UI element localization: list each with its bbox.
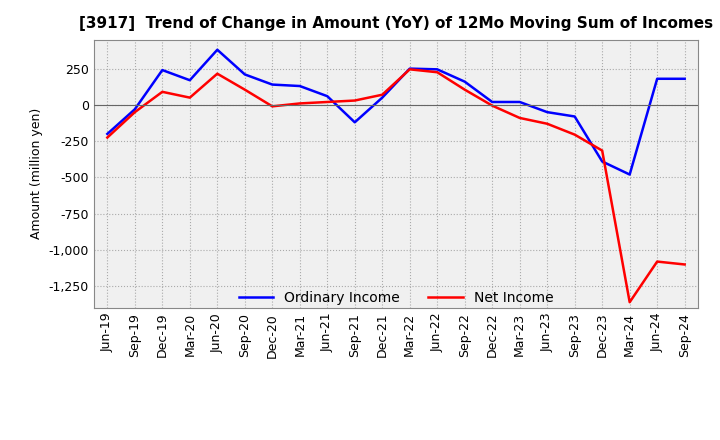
Net Income	[460, 87, 469, 92]
Net Income	[653, 259, 662, 264]
Ordinary Income	[268, 82, 276, 87]
Ordinary Income	[186, 77, 194, 83]
Ordinary Income	[543, 110, 552, 115]
Ordinary Income	[130, 106, 139, 112]
Net Income	[240, 87, 249, 92]
Net Income	[268, 104, 276, 109]
Net Income	[378, 92, 387, 97]
Ordinary Income	[378, 95, 387, 100]
Ordinary Income	[295, 84, 304, 89]
Net Income	[130, 110, 139, 115]
Ordinary Income	[405, 66, 414, 71]
Net Income	[158, 89, 166, 95]
Net Income	[351, 98, 359, 103]
Ordinary Income	[433, 67, 441, 72]
Ordinary Income	[626, 172, 634, 177]
Ordinary Income	[158, 67, 166, 73]
Ordinary Income	[460, 79, 469, 84]
Net Income	[433, 70, 441, 75]
Line: Net Income: Net Income	[107, 70, 685, 302]
Ordinary Income	[323, 94, 332, 99]
Ordinary Income	[653, 76, 662, 81]
Ordinary Income	[516, 99, 524, 105]
Net Income	[213, 71, 222, 76]
Net Income	[626, 300, 634, 305]
Net Income	[570, 132, 579, 137]
Line: Ordinary Income: Ordinary Income	[107, 50, 685, 175]
Net Income	[488, 103, 497, 108]
Net Income	[186, 95, 194, 100]
Net Income	[598, 148, 606, 153]
Ordinary Income	[680, 76, 689, 81]
Ordinary Income	[570, 114, 579, 119]
Title: [3917]  Trend of Change in Amount (YoY) of 12Mo Moving Sum of Incomes: [3917] Trend of Change in Amount (YoY) o…	[79, 16, 713, 32]
Ordinary Income	[103, 131, 112, 136]
Net Income	[543, 121, 552, 126]
Y-axis label: Amount (million yen): Amount (million yen)	[30, 108, 42, 239]
Net Income	[405, 67, 414, 72]
Ordinary Income	[240, 72, 249, 77]
Ordinary Income	[351, 120, 359, 125]
Net Income	[680, 262, 689, 267]
Net Income	[295, 101, 304, 106]
Legend: Ordinary Income, Net Income: Ordinary Income, Net Income	[233, 286, 559, 311]
Net Income	[323, 99, 332, 105]
Ordinary Income	[488, 99, 497, 105]
Net Income	[103, 135, 112, 140]
Ordinary Income	[598, 159, 606, 164]
Net Income	[516, 115, 524, 121]
Ordinary Income	[213, 47, 222, 52]
